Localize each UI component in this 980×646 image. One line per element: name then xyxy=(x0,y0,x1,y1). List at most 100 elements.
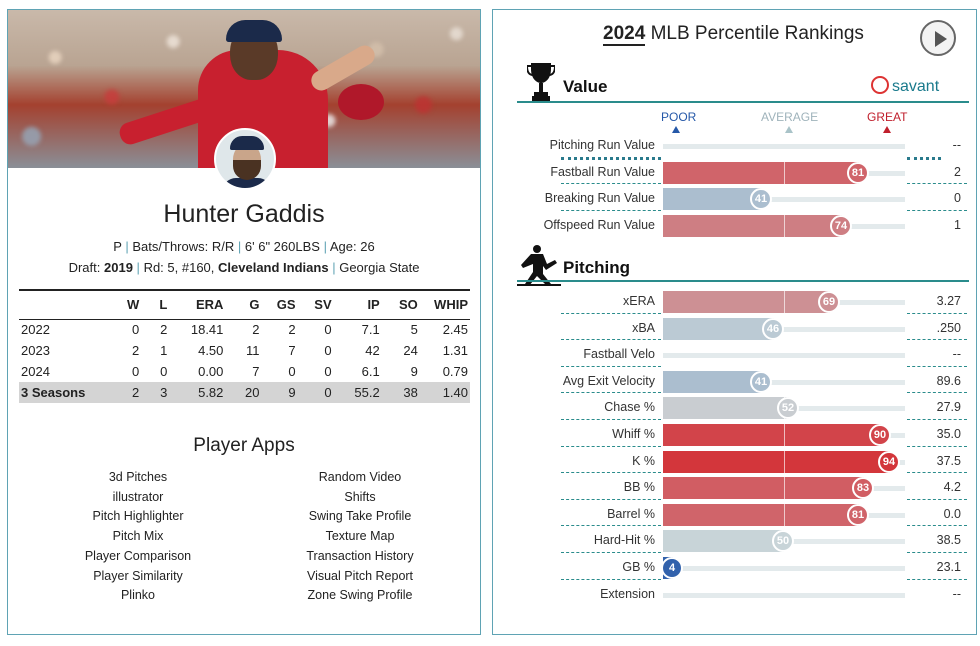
row-divider xyxy=(907,392,967,394)
metric-label-gb: GB % xyxy=(622,560,655,574)
player-apps-title: Player Apps xyxy=(193,435,295,456)
row-divider xyxy=(561,419,661,420)
percentile-bar-avg-exit-velocity xyxy=(663,370,762,393)
app-link-pitch-highlighter[interactable]: Pitch Highlighter xyxy=(92,509,184,524)
app-link-shifts[interactable]: Shifts xyxy=(344,489,376,504)
col-header-whip: WHIP xyxy=(419,289,470,320)
play-animation-button[interactable] xyxy=(920,20,956,56)
trophy-icon xyxy=(527,63,555,102)
row-divider xyxy=(907,472,967,474)
metric-label-offspeed-run-value: Offspeed Run Value xyxy=(543,217,655,232)
metric-label-extension: Extension xyxy=(600,586,655,601)
app-link-3d-pitches[interactable]: 3d Pitches xyxy=(108,470,168,484)
app-link-pitch-mix[interactable]: Pitch Mix xyxy=(112,529,164,544)
metric-label-xera: xERA xyxy=(623,294,655,308)
player-card: Hunter Gaddis P | Bats/Throws: R/R | 6' … xyxy=(7,9,481,635)
app-link-swing-take-profile[interactable]: Swing Take Profile xyxy=(308,509,412,524)
percentile-badge-k[interactable]: 94 xyxy=(878,450,900,473)
percentile-badge-barrel[interactable]: 81 xyxy=(847,503,869,526)
percentile-badge-whiff[interactable]: 90 xyxy=(869,424,891,446)
table-row: 2024 0 0 0.00 7 0 0 6.1 9 0.79 xyxy=(21,364,468,379)
col-header-so: SO xyxy=(381,289,420,320)
player-name: Hunter Gaddis xyxy=(163,200,325,228)
row-divider xyxy=(907,552,967,553)
metric-label-fastball-velo: Fastball Velo xyxy=(583,347,655,362)
metric-value-offspeed-run-value: 1 xyxy=(954,217,961,232)
percentile-badge-fastball-run-value[interactable]: 81 xyxy=(847,161,869,184)
percentile-bar-xera xyxy=(663,291,830,313)
percentile-bar-chase xyxy=(663,397,789,420)
percentile-badge-xba[interactable]: 46 xyxy=(762,317,784,340)
player-bio: P | Bats/Throws: R/R | 6' 6" 260LBS | Ag… xyxy=(113,239,375,254)
app-link-illustrator[interactable]: illustrator xyxy=(112,489,164,504)
row-divider xyxy=(907,156,941,160)
col-header-era: ERA xyxy=(169,289,226,320)
scale-poor-label: POOR xyxy=(661,110,697,124)
metric-label-hard-hit: Hard-Hit % xyxy=(593,533,655,548)
percentile-bar-k xyxy=(663,450,890,473)
metric-label-pitching-run-value: Pitching Run Value xyxy=(549,138,655,152)
row-divider xyxy=(907,498,967,500)
pitcher-silhouette-icon xyxy=(517,245,561,286)
metric-label-avg-exit-velocity: Avg Exit Velocity xyxy=(562,373,655,388)
row-divider xyxy=(907,312,967,314)
metric-value-chase: 27.9 xyxy=(936,400,961,415)
row-divider xyxy=(561,156,661,160)
percentile-badge-gb[interactable]: 4 xyxy=(661,557,683,579)
app-link-texture-map[interactable]: Texture Map xyxy=(325,529,395,544)
percentile-badge-hard-hit[interactable]: 50 xyxy=(772,530,794,553)
percentile-bar-bb xyxy=(663,477,864,500)
table-row: 2022 0 2 18.41 2 2 0 7.1 5 2.45 xyxy=(21,322,468,338)
percentile-badge-chase[interactable]: 52 xyxy=(777,397,799,420)
metric-value-xera: 3.27 xyxy=(936,294,961,308)
metric-value-extension: -- xyxy=(952,586,961,601)
row-divider xyxy=(907,445,967,447)
row-divider xyxy=(907,525,967,527)
metric-value-xba: .250 xyxy=(936,320,961,335)
totals-row: 3 Seasons 2 3 5.82 20 9 0 55.2 38 1.40 xyxy=(19,382,470,403)
app-link-transaction-history[interactable]: Transaction History xyxy=(306,548,414,563)
baseball-icon xyxy=(871,76,889,94)
metric-label-fastball-run-value: Fastball Run Value xyxy=(550,164,655,179)
percentile-bar-breaking-run-value xyxy=(663,188,762,211)
percentile-bar-barrel xyxy=(663,503,859,526)
scale-average-label: AVERAGE xyxy=(761,110,819,124)
row-divider xyxy=(561,578,661,580)
col-header xyxy=(19,289,110,320)
percentile-track-extension xyxy=(663,592,905,598)
percentile-badge-breaking-run-value[interactable]: 41 xyxy=(750,188,772,211)
percentile-badge-avg-exit-velocity[interactable]: 41 xyxy=(750,370,772,393)
savant-logo[interactable]: savant xyxy=(871,76,939,96)
row-divider xyxy=(907,339,967,341)
metric-value-hard-hit: 38.5 xyxy=(936,533,961,548)
percentile-badge-xera[interactable]: 69 xyxy=(818,291,840,313)
player-draft: Draft: 2019 | Rd: 5, #160, Cleveland Ind… xyxy=(68,260,420,275)
row-divider xyxy=(561,498,661,500)
stats-header-row: W L ERA G GS SV IP SO WHIP xyxy=(19,289,470,320)
metric-label-xba: xBA xyxy=(632,320,655,335)
metric-label-whiff: Whiff % xyxy=(612,427,655,441)
app-link-zone-swing-profile[interactable]: Zone Swing Profile xyxy=(307,588,413,603)
row-divider xyxy=(561,392,661,394)
row-divider xyxy=(561,312,661,314)
percentile-track-gb xyxy=(663,566,905,571)
app-link-player-comparison[interactable]: Player Comparison xyxy=(84,548,192,563)
rankings-title: 2024 MLB Percentile Rankings xyxy=(603,23,864,46)
pitching-section-title: Pitching xyxy=(563,258,631,277)
table-row: 2023 2 1 4.50 11 7 0 42 24 1.31 xyxy=(21,343,468,358)
row-divider xyxy=(561,365,661,367)
col-header-g: G xyxy=(225,289,262,320)
row-divider xyxy=(561,339,661,341)
app-link-player-similarity[interactable]: Player Similarity xyxy=(93,568,183,583)
scale-poor-marker xyxy=(672,126,680,133)
app-link-plinko[interactable]: Plinko xyxy=(120,588,156,603)
metric-label-bb: BB % xyxy=(623,480,655,495)
row-divider xyxy=(561,472,661,474)
percentile-rankings-card: 2024 MLB Percentile Rankings Value savan… xyxy=(492,9,977,635)
percentile-badge-offspeed-run-value[interactable]: 74 xyxy=(830,214,852,237)
percentile-badge-bb[interactable]: 83 xyxy=(852,477,874,500)
metric-label-chase: Chase % xyxy=(604,400,655,415)
value-section-divider xyxy=(517,101,969,103)
app-link-random-video[interactable]: Random Video xyxy=(318,470,402,484)
app-link-visual-pitch-report[interactable]: Visual Pitch Report xyxy=(306,568,414,583)
